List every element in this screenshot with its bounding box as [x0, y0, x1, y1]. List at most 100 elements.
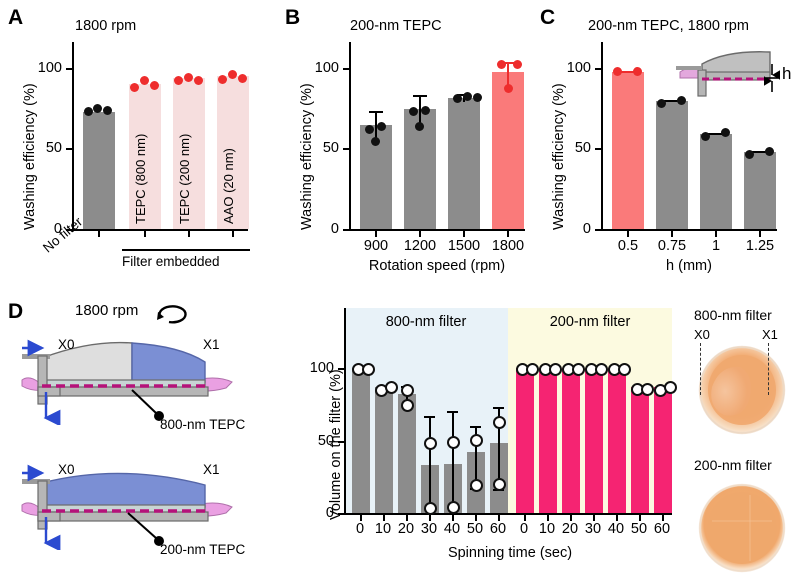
data-point	[701, 132, 710, 141]
data-point	[103, 106, 112, 115]
error-bar	[507, 62, 509, 90]
panel-c-xtick	[671, 231, 673, 237]
panel-d-yticklabel-0: 0	[325, 505, 334, 521]
panel-c-xaxis-label: h (mm)	[666, 258, 712, 274]
panel-d-xtick	[639, 515, 641, 521]
panel-d-photo-x0-line	[700, 343, 701, 395]
panel-b-ytick-0	[343, 229, 349, 231]
panel-a-yaxis	[72, 42, 74, 230]
panel-c-bar-1	[656, 101, 688, 229]
panel-d-xticklabel-3: 30	[420, 521, 438, 537]
data-point-open	[401, 384, 414, 397]
error-cap	[447, 411, 458, 413]
panel-d-xticklabel-10: 30	[584, 521, 602, 537]
panel-a-bar-0	[83, 112, 115, 229]
panel-d-xtick	[452, 515, 454, 521]
data-point	[218, 75, 227, 84]
panel-c-xticklabel-3: 1.25	[745, 238, 775, 254]
panel-d-xticklabel-7: 0	[519, 521, 529, 537]
panel-a-yticklabel-50: 50	[45, 140, 62, 156]
panel-a-label: A	[8, 6, 24, 29]
error-bar	[475, 426, 477, 489]
data-point-open	[618, 363, 631, 376]
data-point	[745, 150, 754, 159]
data-point-open	[401, 399, 414, 412]
panel-d-photo-800nm	[698, 345, 786, 435]
panel-b-label: B	[285, 6, 301, 29]
panel-a-ytick-100	[66, 68, 72, 70]
panel-d-ytick-50	[338, 441, 344, 443]
panel-d-xticklabel-6: 60	[489, 521, 507, 537]
data-point	[409, 107, 418, 116]
panel-c-bar-2	[700, 134, 732, 229]
data-point-open	[424, 437, 437, 450]
data-point-open	[470, 434, 483, 447]
panel-d-xtick	[570, 515, 572, 521]
data-point	[657, 99, 666, 108]
panel-c-yticklabel-50: 50	[574, 140, 591, 156]
data-point	[238, 74, 247, 83]
panel-b-bar-3	[492, 72, 524, 229]
panel-d-bar-m3	[585, 368, 603, 513]
data-point-open	[664, 381, 677, 394]
panel-a-ytick-0	[66, 229, 72, 231]
panel-c-xaxis	[601, 229, 777, 231]
panel-d-ytick-0	[338, 513, 344, 515]
panel-d-photo-x0: X0	[694, 327, 710, 342]
panel-b-yticklabel-50: 50	[322, 140, 339, 156]
panel-d-bar-g2	[398, 394, 416, 513]
panel-b-yticklabel-100: 100	[314, 60, 339, 76]
data-point	[184, 73, 193, 82]
panel-d-xticklabel-0: 0	[355, 521, 365, 537]
data-point-open	[385, 381, 398, 394]
panel-b-xtick	[419, 231, 421, 237]
data-point-open	[493, 416, 506, 429]
panel-a-ytick-50	[66, 148, 72, 150]
panel-b-xtick	[375, 231, 377, 237]
panel-d-xtick	[406, 515, 408, 521]
error-cap	[501, 62, 515, 64]
panel-d-xtick	[616, 515, 618, 521]
panel-c-ylabel: Washing efficiency (%)	[551, 83, 567, 230]
panel-a-group-label: Filter embedded	[122, 254, 220, 269]
panel-c-xtick	[627, 231, 629, 237]
data-point	[228, 70, 237, 79]
panel-c-inset-diagram	[676, 51, 780, 97]
panel-c-inset-h-label: h	[782, 64, 792, 83]
panel-d-yaxis	[344, 308, 346, 514]
panel-b-ytick-100	[343, 68, 349, 70]
data-point	[415, 122, 424, 131]
panel-b-title: 200-nm TEPC	[350, 18, 442, 34]
data-point	[377, 122, 386, 131]
panel-d-xtick	[360, 515, 362, 521]
data-point	[174, 76, 183, 85]
panel-b-xticklabel-1: 1200	[403, 238, 437, 254]
error-cap	[424, 416, 435, 418]
panel-a-xaxis	[72, 229, 248, 231]
panel-a-bar-3	[217, 76, 249, 229]
data-point	[453, 94, 462, 103]
data-point-open	[641, 383, 654, 396]
panel-d-label: D	[8, 300, 24, 323]
panel-b-yticklabel-0: 0	[330, 221, 339, 237]
panel-d-xticklabel-5: 50	[466, 521, 484, 537]
error-cap	[617, 71, 639, 73]
data-point-open	[595, 363, 608, 376]
panel-d-bar-m5	[631, 387, 649, 513]
rotation-arrow-icon	[157, 305, 187, 324]
panel-d-schematic1-caption: 800-nm TEPC	[160, 417, 246, 432]
error-cap	[369, 111, 383, 113]
panel-d-xaxis	[344, 513, 672, 515]
panel-b-ytick-50	[343, 148, 349, 150]
data-point	[140, 76, 149, 85]
data-point	[130, 83, 139, 92]
panel-d-schematic-200nm	[21, 464, 233, 550]
panel-d-xtick	[475, 515, 477, 521]
error-cap	[493, 407, 504, 409]
data-point	[371, 137, 380, 146]
panel-d-xtick	[593, 515, 595, 521]
panel-c-yticklabel-0: 0	[582, 221, 591, 237]
data-point	[721, 128, 730, 137]
panel-c-bar-0	[612, 72, 644, 229]
panel-d-schematic2-caption: 200-nm TEPC	[160, 542, 246, 557]
